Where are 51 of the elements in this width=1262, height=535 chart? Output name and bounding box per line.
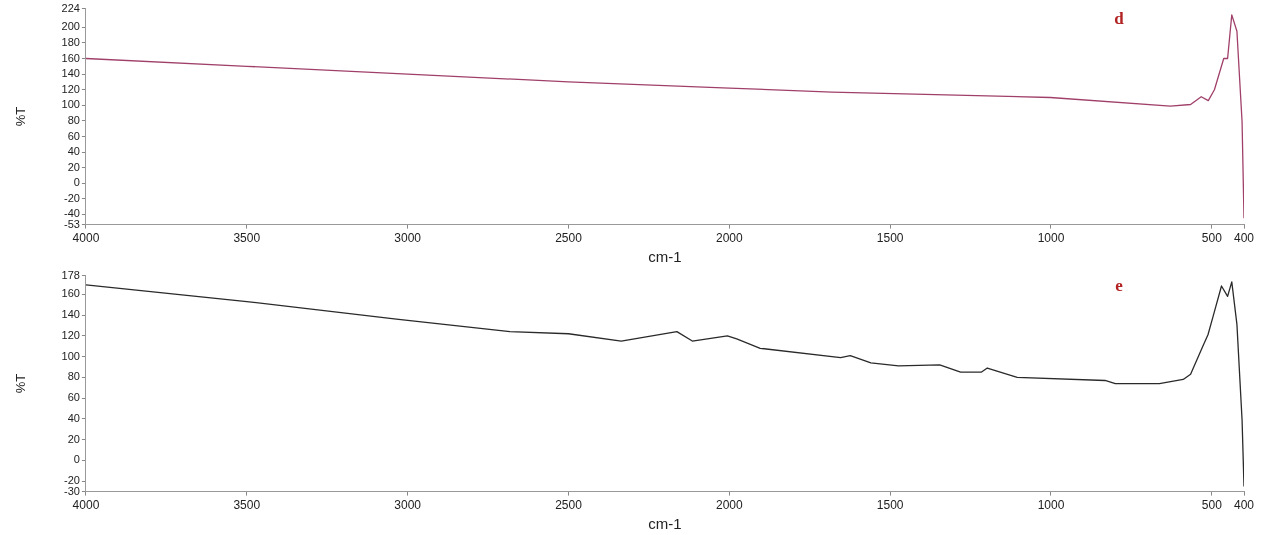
x-axis-title: cm-1: [648, 515, 682, 533]
y-tick-label: 120: [61, 82, 80, 95]
x-tick-label: 400: [1233, 231, 1255, 246]
y-tick-label: -30: [64, 484, 80, 497]
y-tick-label: -40: [64, 207, 80, 220]
y-tick-label: 20: [67, 160, 80, 173]
y-tick-label: 100: [61, 98, 80, 111]
x-tick-label: 1000: [1037, 231, 1065, 246]
y-tick-label: 140: [61, 308, 80, 321]
y-tick-label: 160: [61, 51, 80, 64]
y-tick-label: 40: [67, 145, 80, 158]
y-axis-title: %T: [13, 106, 29, 127]
x-tick-label: 3000: [394, 231, 422, 246]
x-tick-label: 2000: [715, 498, 743, 513]
y-tick-label: 80: [67, 370, 80, 383]
y-tick-label: 0: [73, 176, 80, 189]
y-tick-label: 160: [61, 287, 80, 300]
x-tick-label: 3500: [233, 498, 261, 513]
y-tick-label: 100: [61, 349, 80, 362]
y-tick-label: 60: [67, 129, 80, 142]
x-tick-label: 1000: [1037, 498, 1065, 513]
y-tick-label: 224: [61, 1, 80, 14]
x-tick-label: 1500: [876, 231, 904, 246]
annotation: e: [1115, 276, 1124, 296]
x-tick-label: 2500: [555, 231, 583, 246]
y-tick-label: 178: [61, 268, 80, 281]
y-tick-label: 120: [61, 328, 80, 341]
x-tick-label: 3000: [394, 498, 422, 513]
y-tick-label: -20: [64, 474, 80, 487]
y-tick-label: 20: [67, 432, 80, 445]
x-tick-label: 2000: [715, 231, 743, 246]
x-tick-label: 2500: [555, 498, 583, 513]
y-axis-title: %T: [13, 373, 29, 394]
annotation: d: [1114, 9, 1125, 29]
y-tick-label: 60: [67, 391, 80, 404]
y-tick-label: 180: [61, 35, 80, 48]
x-tick-label: 500: [1201, 498, 1223, 513]
y-tick-label: -53: [64, 217, 80, 230]
y-tick-label: -20: [64, 191, 80, 204]
x-tick-label: 400: [1233, 498, 1255, 513]
y-tick-label: 0: [73, 453, 80, 466]
x-axis-title: cm-1: [648, 248, 682, 266]
y-tick-label: 80: [67, 113, 80, 126]
y-tick-label: 40: [67, 411, 80, 424]
y-tick-label: 200: [61, 20, 80, 33]
x-tick-label: 4000: [72, 231, 100, 246]
y-tick-label: 140: [61, 67, 80, 80]
x-tick-label: 1500: [876, 498, 904, 513]
x-tick-label: 4000: [72, 498, 100, 513]
x-tick-label: 3500: [233, 231, 261, 246]
x-tick-label: 500: [1201, 231, 1223, 246]
